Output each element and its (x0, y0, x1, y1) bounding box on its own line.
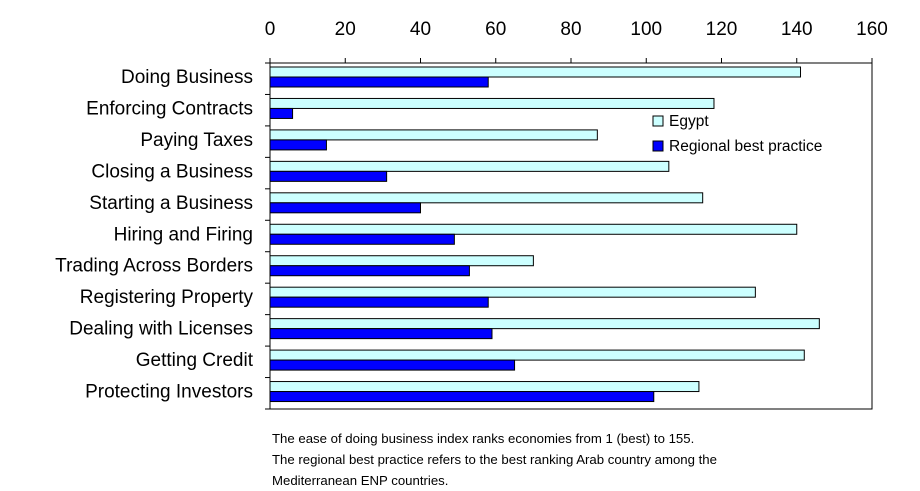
bar-egypt (269, 129, 598, 141)
bar-regional-best-practice (269, 76, 489, 88)
legend: Egypt Regional best practice (652, 113, 822, 155)
bar-regional-best-practice (269, 265, 470, 277)
category-label: Protecting Investors (85, 382, 253, 403)
category-label: Hiring and Firing (114, 224, 253, 245)
caption-line: The ease of doing business index ranks e… (272, 431, 695, 446)
x-tick-label: 20 (335, 19, 356, 40)
bar-chart: 0 20 40 60 80 100 120 140 160 Doing Business Enfo… (55, 19, 888, 410)
x-axis-ticks: 0 20 40 60 80 100 120 140 160 (265, 19, 888, 40)
axes (265, 58, 873, 410)
bar-egypt (269, 381, 700, 393)
bar-egypt (269, 97, 715, 109)
bar-regional-best-practice (269, 233, 455, 245)
bar-regional-best-practice (269, 170, 388, 182)
bar-regional-best-practice (269, 296, 489, 308)
legend-label-regional-best-practice: Regional best practice (669, 138, 822, 155)
bar-regional-best-practice (269, 359, 516, 371)
x-tick-label: 40 (410, 19, 431, 40)
x-tick-label: 160 (856, 19, 888, 40)
x-tick-label: 120 (706, 19, 738, 40)
category-label: Doing Business (121, 67, 253, 88)
x-tick-label: 80 (560, 19, 581, 40)
bar-egypt (269, 349, 805, 361)
bar-egypt (269, 318, 820, 330)
bar-egypt (269, 223, 798, 235)
bar-egypt (269, 160, 670, 172)
bar-egypt (269, 66, 802, 78)
x-tick-label: 0 (265, 19, 276, 40)
legend-swatch-regional-best-practice (652, 140, 664, 152)
category-label: Enforcing Contracts (86, 98, 253, 119)
bar-regional-best-practice (269, 202, 421, 214)
bar-regional-best-practice (269, 139, 327, 151)
bar-egypt (269, 192, 704, 204)
category-label: Registering Property (80, 287, 254, 308)
bars (269, 66, 820, 403)
legend-swatch-egypt (652, 115, 664, 127)
category-label: Paying Taxes (140, 130, 253, 151)
legend-label-egypt: Egypt (669, 113, 709, 130)
chart-caption: The ease of doing business index ranks e… (272, 428, 917, 491)
x-tick-label: 100 (630, 19, 662, 40)
x-tick-label: 140 (781, 19, 813, 40)
bar-regional-best-practice (269, 391, 655, 403)
caption-line: The regional best practice refers to the… (272, 452, 717, 467)
bar-regional-best-practice (269, 328, 493, 340)
category-labels: Doing Business Enforcing Contracts Paying … (55, 67, 254, 403)
category-label: Starting a Business (89, 193, 253, 214)
category-label: Getting Credit (136, 350, 254, 371)
x-tick-label: 60 (485, 19, 506, 40)
bar-egypt (269, 286, 756, 298)
bar-regional-best-practice (269, 107, 294, 119)
bar-egypt (269, 255, 534, 267)
category-label: Dealing with Licenses (69, 319, 253, 340)
category-label: Trading Across Borders (55, 256, 253, 277)
caption-line: Mediterranean ENP countries. (272, 473, 449, 488)
category-label: Closing a Business (91, 161, 253, 182)
